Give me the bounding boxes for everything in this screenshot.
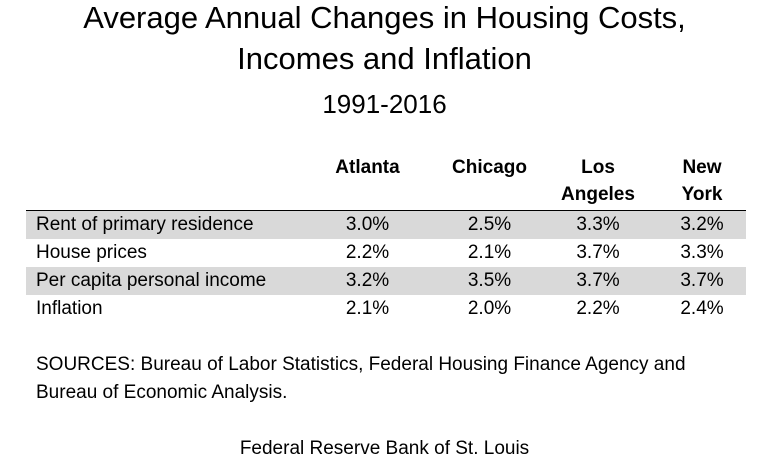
column-header: Chicago: [441, 152, 538, 211]
table-cell-value: 3.2%: [294, 267, 441, 295]
credit-line: Federal Reserve Bank of St. Louis: [239, 438, 530, 459]
table-cell-value: 3.5%: [441, 267, 538, 295]
table-cell-value: 2.2%: [576, 298, 620, 319]
row-label: Rent of primary residence: [26, 210, 294, 239]
column-header: New York: [658, 152, 746, 211]
table-cell-value: 3.3%: [538, 210, 658, 239]
chart-title-line-1: Average Annual Changes in Housing Costs,: [83, 0, 686, 35]
column-header: Los Angeles: [538, 152, 658, 211]
data-table: Atlanta Chicago Los Angeles New York Rent of …: [26, 152, 746, 323]
table-cell-value: 2.0%: [467, 298, 512, 319]
row-label: House prices: [36, 242, 147, 263]
table-cell-value: 2.2%: [345, 242, 390, 263]
column-header-text: York: [681, 184, 723, 205]
table-cell-value: 3.3%: [680, 242, 724, 263]
table-cell-value: 3.0%: [294, 210, 441, 239]
table-cell-value: 2.1%: [467, 242, 512, 263]
table-cell-value: 3.7%: [658, 267, 746, 295]
chart-title-line-2: Incomes and Inflation: [237, 41, 532, 76]
chart-subtitle: 1991-2016: [322, 89, 447, 119]
column-header: Atlanta: [294, 152, 441, 211]
table-cell-value: 3.2%: [658, 210, 746, 239]
sources-note: SOURCES: Bureau of Labor Statistics, Fed…: [36, 354, 686, 403]
table-cell-value: 2.5%: [441, 210, 538, 239]
table-header-row: Atlanta Chicago Los Angeles New York: [26, 152, 746, 211]
row-label: Inflation: [36, 298, 103, 319]
table-row: Per capita personal income 3.2% 3.5% 3.7% 3.…: [26, 267, 746, 295]
column-header-blank: [26, 152, 294, 211]
table-row: Rent of primary residence 3.0% 2.5% 3.3% 3.2…: [26, 210, 746, 239]
row-label: Per capita personal income: [26, 267, 294, 295]
table-cell-value: 2.1%: [345, 298, 390, 319]
column-header-text: Angeles: [561, 184, 635, 205]
column-header-text: New: [682, 157, 722, 178]
column-header-text: Los: [581, 157, 615, 178]
table-body: Rent of primary residence 3.0% 2.5% 3.3% 3.2…: [26, 210, 746, 324]
table-cell-value: 3.7%: [576, 242, 620, 263]
table-cell-value: 3.7%: [538, 267, 658, 295]
table-cell-value: 2.4%: [680, 298, 724, 319]
table-row: House prices 2.2% 2.1% 3.7% 3.3%: [26, 239, 746, 267]
table-row: Inflation 2.1% 2.0% 2.2% 2.4%: [26, 295, 746, 323]
column-header-text: Chicago: [452, 157, 527, 178]
column-header-text: Atlanta: [335, 157, 400, 178]
